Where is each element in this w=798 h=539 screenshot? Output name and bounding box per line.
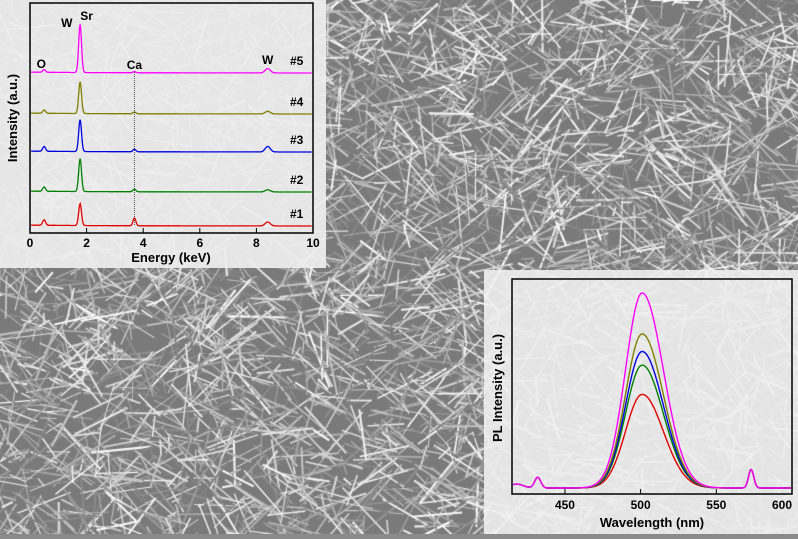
eds-spectrum-inset: #1 #2 #3 #4 #5 0 2 4 6 8 10 O W Sr Ca W Energy (keV) …: [0, 0, 326, 268]
eds-x-tick-label: 8: [253, 236, 260, 250]
pl-x-tick-label: 600: [772, 498, 792, 512]
eds-peak-annotation: W: [61, 16, 73, 30]
pl-x-tick-label: 450: [555, 498, 575, 512]
eds-x-tick-label: 2: [83, 236, 90, 250]
eds-peak-annotation: W: [262, 53, 274, 67]
eds-x-tick-label: 10: [306, 236, 320, 250]
eds-x-tick-label: 6: [196, 236, 203, 250]
eds-series-label: #2: [290, 173, 304, 187]
pl-series-line: [512, 333, 791, 489]
eds-series-line: [31, 24, 312, 74]
eds-peak-annotation: Ca: [127, 58, 143, 72]
eds-series-label: #3: [290, 133, 304, 147]
pl-chart: 450 500 550 600 Wavelength (nm) PL Intensit…: [490, 278, 793, 530]
eds-peak-annotation: Sr: [80, 9, 93, 23]
eds-y-axis-label: Intensity (a.u.): [5, 74, 20, 162]
eds-peak-annotation: O: [37, 57, 46, 71]
pl-series-line: [512, 350, 791, 489]
eds-series-line: [31, 119, 312, 153]
eds-series-line: [31, 201, 312, 227]
eds-plot-frame: [29, 2, 314, 234]
pl-x-axis-label: Wavelength (nm): [600, 515, 704, 530]
eds-series-label: #4: [290, 95, 304, 109]
eds-series-line: [31, 81, 312, 115]
eds-x-tick-label: 0: [27, 236, 34, 250]
eds-series-line: [31, 158, 312, 193]
eds-x-axis-label: Energy (keV): [131, 250, 210, 265]
pl-series-line: [512, 364, 791, 489]
eds-x-tick-label: 4: [140, 236, 147, 250]
eds-series-label: #1: [290, 207, 304, 221]
pl-spectrum-inset: 450 500 550 600 Wavelength (nm) PL Intensit…: [484, 270, 798, 534]
pl-x-tick-label: 500: [631, 498, 651, 512]
eds-series-label: #5: [290, 54, 304, 68]
pl-x-tick-label: 550: [706, 498, 726, 512]
pl-plot-frame: [511, 278, 793, 495]
pl-series-line: [512, 292, 791, 489]
pl-y-axis-label: PL Intensity (a.u.): [490, 334, 505, 442]
